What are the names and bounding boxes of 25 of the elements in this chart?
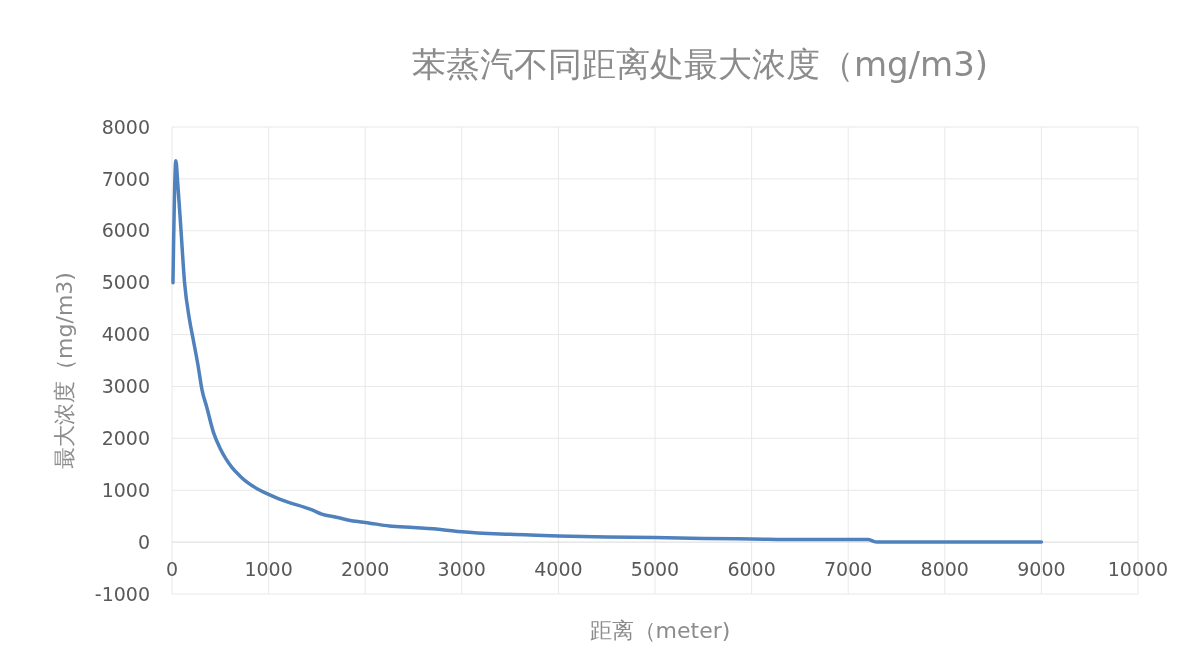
x-tick-label: 5000	[630, 558, 680, 581]
y-tick-label: 2000	[101, 426, 150, 449]
x-tick-label: 1000	[244, 558, 293, 581]
y-tick-label: 6000	[101, 219, 150, 242]
x-tick-label: 10000	[1107, 558, 1169, 581]
y-tick-label: 0	[137, 530, 150, 553]
y-tick-label: -1000	[94, 582, 150, 605]
line-series	[171, 158, 1044, 544]
x-tick-label: 2000	[341, 558, 390, 581]
x-tick-label: 9000	[1017, 558, 1066, 581]
x-tick-label: 7000	[824, 558, 873, 581]
y-tick-label: 3000	[101, 375, 150, 398]
chart-title: 苯蒸汽不同距离处最大浓度（mg/m3)	[411, 44, 989, 84]
y-tick-label: 7000	[101, 167, 150, 190]
x-tick-label: 0	[165, 558, 179, 581]
x-tick-label: 3000	[437, 558, 486, 581]
y-tick-label: 8000	[101, 115, 150, 138]
x-tick-label: 6000	[727, 558, 776, 581]
x-axis-title: 距离（meter)	[589, 618, 731, 643]
x-tick-label: 8000	[920, 558, 969, 581]
y-tick-label: 5000	[101, 271, 150, 294]
y-axis-title: 最大浓度（mg/m3)	[52, 272, 77, 469]
y-tick-label: 4000	[101, 323, 150, 346]
y-tick-label: 1000	[101, 478, 150, 501]
x-tick-label: 4000	[534, 558, 583, 581]
